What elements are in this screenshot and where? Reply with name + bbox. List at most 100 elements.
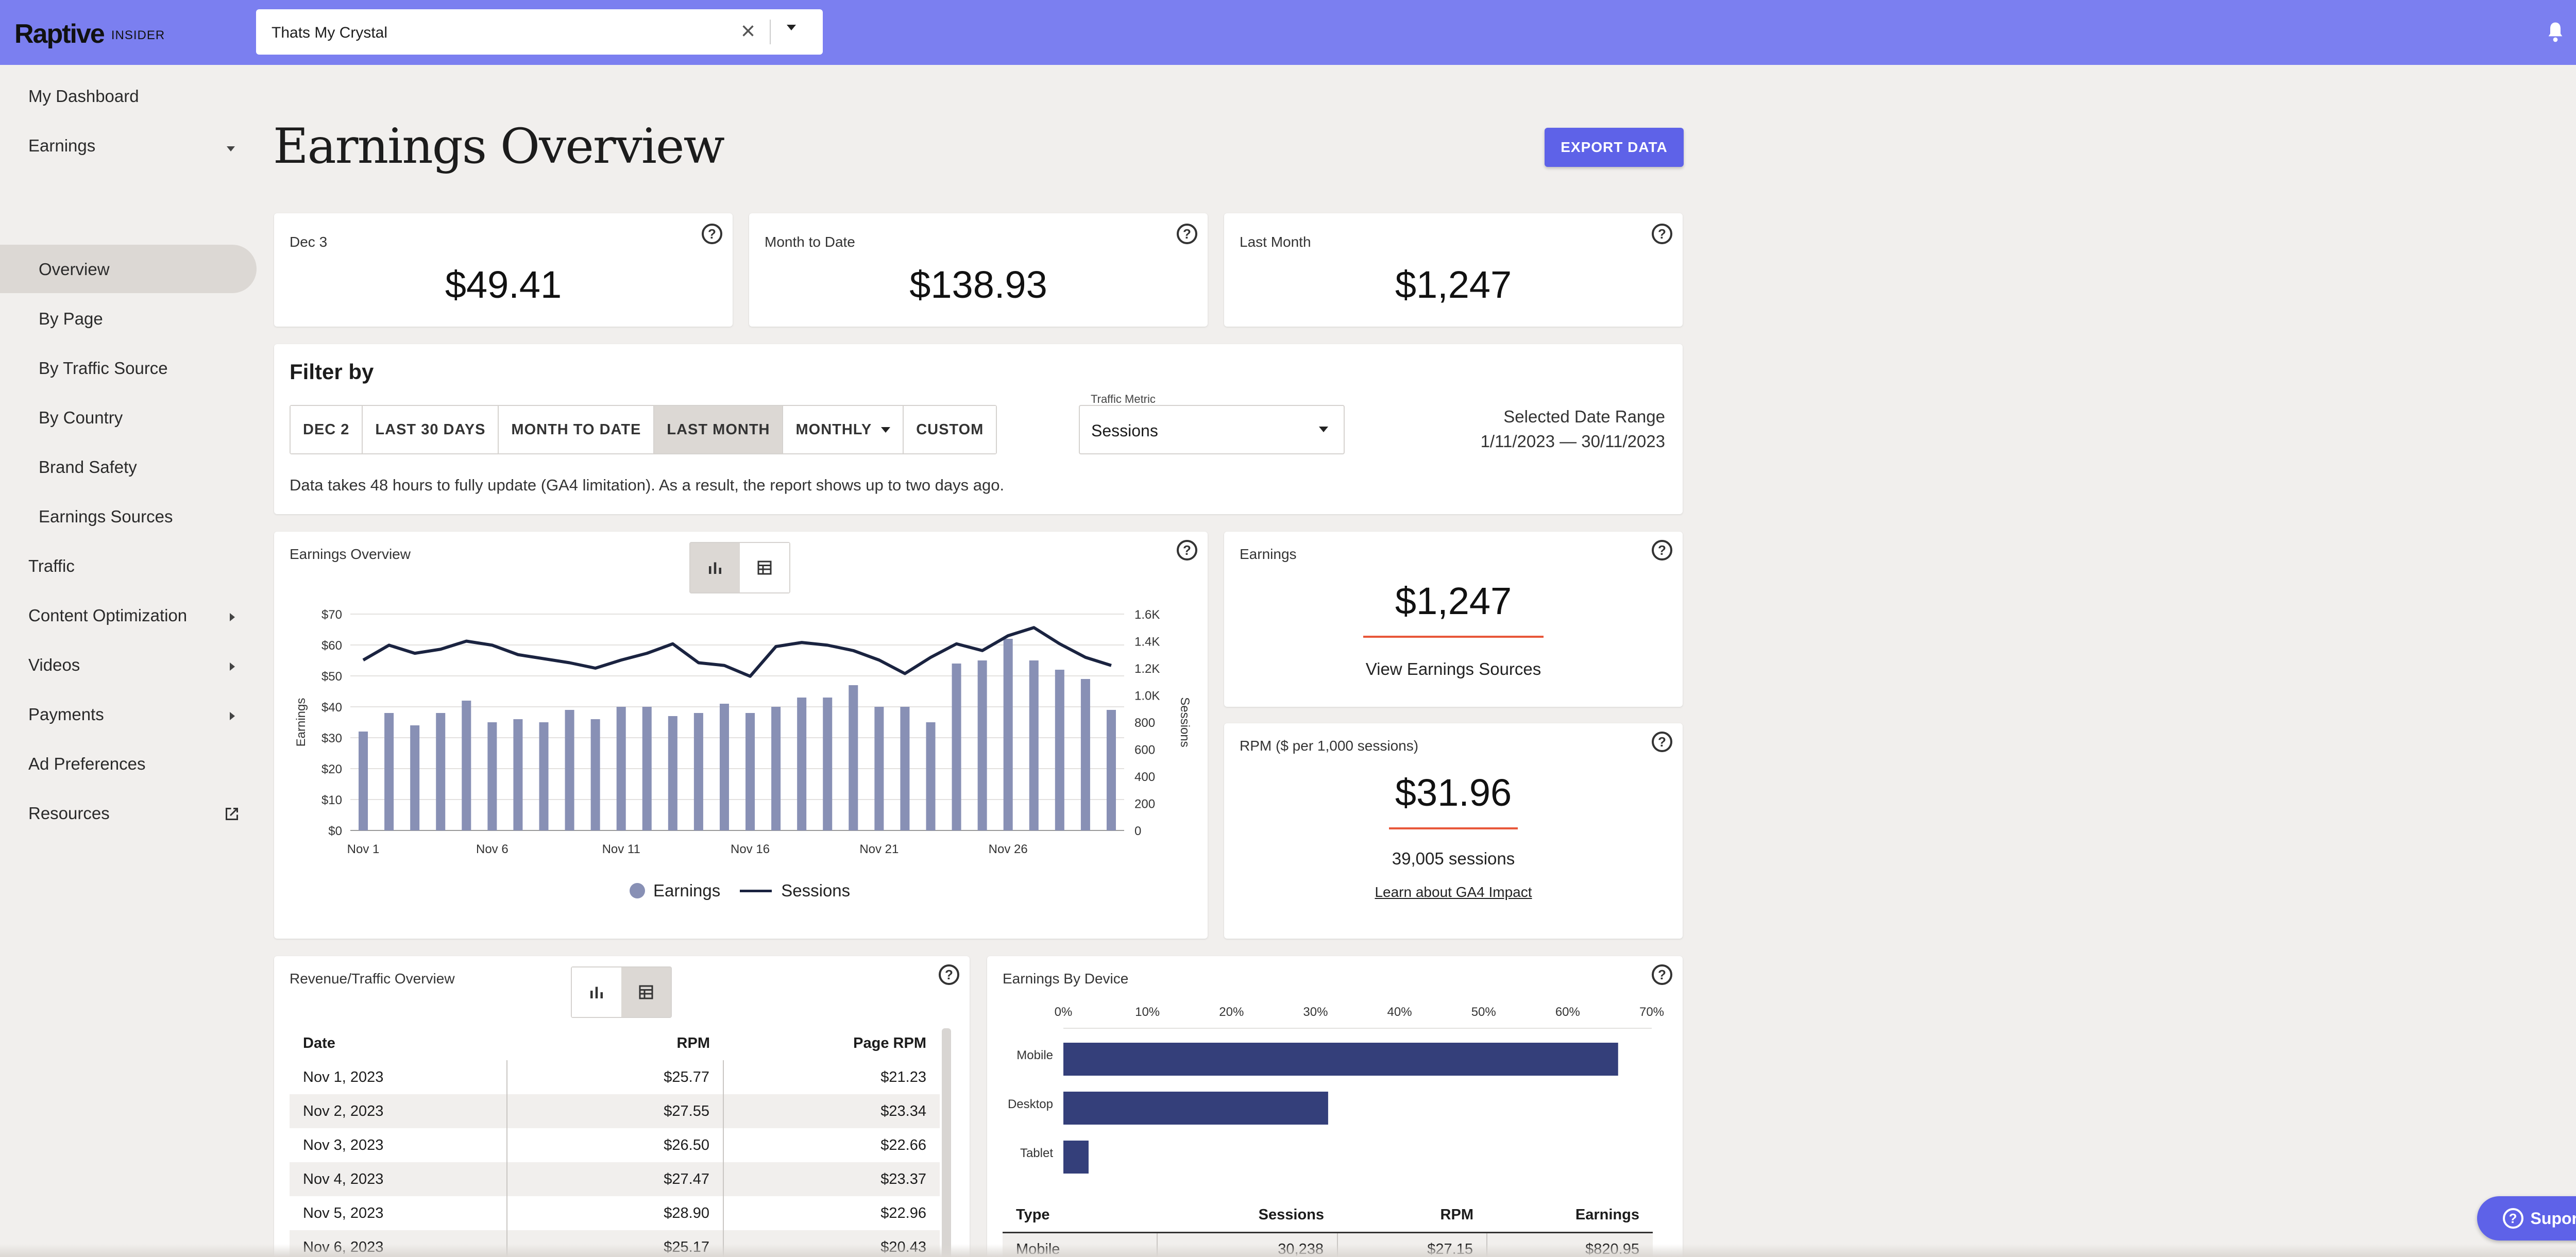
column-header-rpm[interactable]: RPM bbox=[676, 1034, 710, 1051]
table-view-button[interactable] bbox=[740, 543, 789, 592]
sidebar-item-content-optimization[interactable]: Content Optimization bbox=[28, 606, 188, 625]
earnings-bar[interactable] bbox=[900, 707, 910, 830]
sidebar-item-by-traffic-source[interactable]: By Traffic Source bbox=[39, 359, 168, 378]
earnings-bar[interactable] bbox=[1080, 679, 1090, 830]
help-icon[interactable]: ? bbox=[1652, 224, 1672, 244]
earnings-bar[interactable] bbox=[693, 713, 703, 830]
earnings-bar[interactable] bbox=[771, 707, 781, 830]
earnings-bar[interactable] bbox=[823, 698, 833, 830]
legend-earnings-label[interactable]: Earnings bbox=[653, 881, 721, 900]
earnings-bar[interactable] bbox=[849, 685, 858, 830]
chart-legend: Earnings Sessions bbox=[630, 881, 850, 901]
export-data-button[interactable]: EXPORT DATA bbox=[1545, 128, 1684, 167]
sidebar: My Dashboard Earnings Overview By Page B… bbox=[0, 65, 258, 1257]
bar-chart-view-button[interactable] bbox=[690, 543, 740, 592]
help-icon[interactable]: ? bbox=[1652, 540, 1672, 560]
filter-monthly-dropdown[interactable]: MONTHLY bbox=[783, 406, 904, 453]
filter-month-to-date-button[interactable]: MONTH TO DATE bbox=[499, 406, 655, 453]
help-icon[interactable]: ? bbox=[1177, 540, 1197, 560]
help-icon[interactable]: ? bbox=[1652, 732, 1672, 752]
earnings-bar[interactable] bbox=[797, 698, 807, 830]
sidebar-item-earnings-sources[interactable]: Earnings Sources bbox=[39, 507, 173, 526]
chevron-down-icon[interactable] bbox=[227, 146, 235, 151]
device-bar[interactable] bbox=[1063, 1092, 1328, 1125]
sidebar-item-by-country[interactable]: By Country bbox=[39, 408, 123, 427]
sidebar-item-brand-safety[interactable]: Brand Safety bbox=[39, 457, 137, 477]
chevron-right-icon[interactable] bbox=[230, 663, 235, 671]
earnings-bar[interactable] bbox=[359, 732, 368, 830]
cell-date: Nov 4, 2023 bbox=[290, 1162, 507, 1196]
earnings-bar[interactable] bbox=[1055, 670, 1064, 830]
filter-dec-2-button[interactable]: DEC 2 bbox=[291, 406, 363, 453]
sidebar-item-traffic[interactable]: Traffic bbox=[28, 556, 75, 575]
earnings-bar[interactable] bbox=[487, 722, 497, 830]
stat-card-month-to-date: Month to Date ? $138.93 bbox=[749, 213, 1208, 327]
filter-last-month-button[interactable]: LAST MONTH bbox=[654, 406, 784, 453]
sidebar-item-resources[interactable]: Resources bbox=[28, 804, 110, 823]
earnings-bar[interactable] bbox=[462, 701, 471, 830]
table-scrollbar[interactable] bbox=[942, 1028, 951, 1257]
earnings-card: Earnings ? $1,247 View Earnings Sources bbox=[1224, 532, 1683, 707]
column-header-rpm[interactable]: RPM bbox=[1440, 1206, 1473, 1223]
earnings-bar[interactable] bbox=[642, 707, 652, 830]
earnings-bar[interactable] bbox=[977, 660, 987, 830]
y-tick-label: $70 bbox=[321, 608, 342, 622]
revenue-table-title: Revenue/Traffic Overview bbox=[290, 971, 455, 987]
legend-sessions-swatch bbox=[740, 889, 772, 892]
sidebar-item-ad-preferences[interactable]: Ad Preferences bbox=[28, 754, 146, 773]
traffic-metric-select[interactable]: Sessions bbox=[1079, 405, 1345, 454]
chevron-right-icon[interactable] bbox=[230, 712, 235, 720]
column-header-sessions[interactable]: Sessions bbox=[1258, 1206, 1324, 1223]
earnings-bar[interactable] bbox=[436, 713, 446, 830]
earnings-bar[interactable] bbox=[1106, 710, 1116, 830]
support-button[interactable]: ? Suporte bbox=[2477, 1196, 2576, 1241]
clear-icon[interactable]: × bbox=[740, 18, 756, 45]
column-header-earnings[interactable]: Earnings bbox=[1575, 1206, 1639, 1223]
legend-sessions-label[interactable]: Sessions bbox=[781, 881, 851, 900]
external-link-icon[interactable] bbox=[223, 805, 241, 823]
view-earnings-sources-link[interactable]: View Earnings Sources bbox=[1365, 659, 1541, 678]
help-icon[interactable]: ? bbox=[939, 964, 959, 985]
help-icon[interactable]: ? bbox=[1177, 224, 1197, 244]
earnings-bar[interactable] bbox=[745, 713, 755, 830]
filter-custom-button[interactable]: CUSTOM bbox=[904, 406, 996, 453]
earnings-bar[interactable] bbox=[952, 664, 961, 830]
y-axis-title: Earnings bbox=[294, 698, 308, 747]
earnings-bar[interactable] bbox=[719, 704, 729, 830]
sidebar-item-my-dashboard[interactable]: My Dashboard bbox=[28, 87, 139, 106]
raptive-logo[interactable]: Raptive INSIDER bbox=[14, 19, 165, 49]
earnings-bar[interactable] bbox=[1029, 660, 1039, 830]
earnings-bar[interactable] bbox=[410, 725, 420, 830]
sidebar-item-by-page[interactable]: By Page bbox=[39, 309, 103, 328]
earnings-bar[interactable] bbox=[1003, 639, 1013, 830]
device-bar[interactable] bbox=[1063, 1141, 1089, 1174]
earnings-bar[interactable] bbox=[590, 719, 600, 830]
column-header-type[interactable]: Type bbox=[1016, 1206, 1050, 1223]
earnings-bar[interactable] bbox=[384, 713, 394, 830]
chevron-right-icon[interactable] bbox=[230, 613, 235, 621]
ga4-impact-link[interactable]: Learn about GA4 Impact bbox=[1375, 884, 1532, 900]
sidebar-item-overview[interactable]: Overview bbox=[39, 260, 110, 279]
chevron-down-icon[interactable] bbox=[787, 24, 807, 40]
sidebar-item-earnings[interactable]: Earnings bbox=[28, 136, 96, 155]
notification-bell-icon[interactable] bbox=[2545, 21, 2566, 43]
sidebar-item-videos[interactable]: Videos bbox=[28, 655, 80, 674]
help-icon[interactable]: ? bbox=[1652, 964, 1672, 985]
device-bar[interactable] bbox=[1063, 1043, 1618, 1076]
sidebar-item-payments[interactable]: Payments bbox=[28, 705, 104, 724]
table-view-button[interactable] bbox=[621, 967, 671, 1017]
earnings-bar[interactable] bbox=[539, 722, 549, 830]
column-header-date[interactable]: Date bbox=[303, 1034, 335, 1051]
bar-chart-view-button[interactable] bbox=[572, 967, 621, 1017]
earnings-bar[interactable] bbox=[565, 710, 574, 830]
filter-last-30-days-button[interactable]: LAST 30 DAYS bbox=[363, 406, 499, 453]
site-select[interactable]: Thats My Crystal × bbox=[256, 9, 823, 55]
help-icon[interactable]: ? bbox=[702, 224, 722, 244]
sessions-line[interactable] bbox=[362, 626, 1112, 678]
earnings-bar[interactable] bbox=[926, 722, 936, 830]
earnings-bar[interactable] bbox=[668, 716, 677, 830]
earnings-bar[interactable] bbox=[513, 719, 523, 830]
earnings-bar[interactable] bbox=[616, 707, 626, 830]
column-header-page-rpm[interactable]: Page RPM bbox=[853, 1034, 926, 1051]
earnings-bar[interactable] bbox=[874, 707, 884, 830]
